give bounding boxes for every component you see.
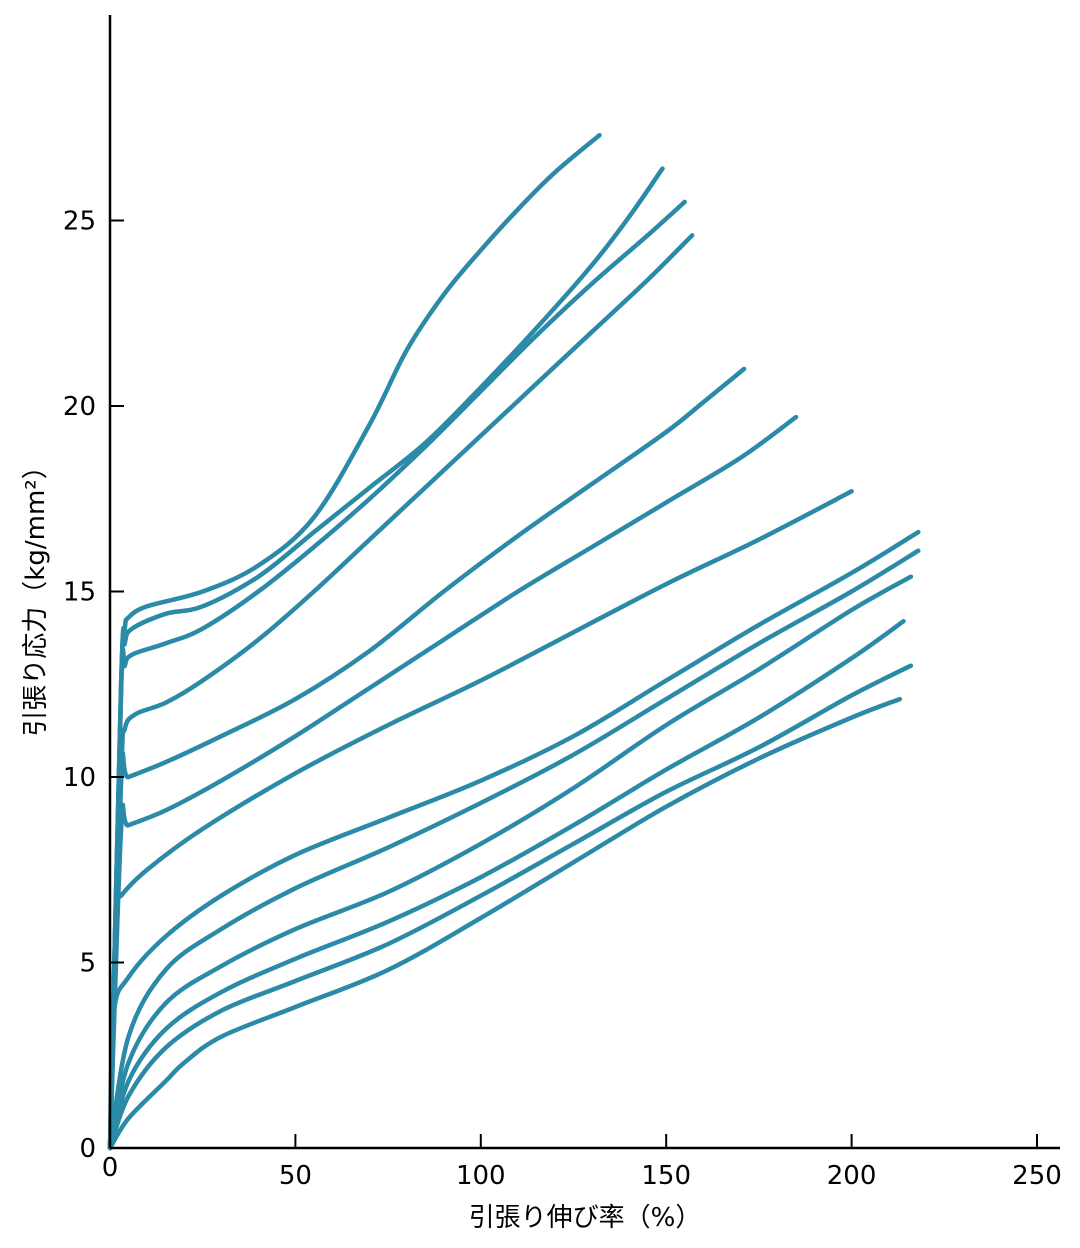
series-line-4 xyxy=(107,233,695,1151)
series-line-5 xyxy=(107,366,747,1151)
series-curves xyxy=(107,132,921,1151)
series-line-10 xyxy=(107,574,914,1151)
y-tick-label: 0 xyxy=(79,1134,96,1164)
y-tick-label: 5 xyxy=(79,949,96,979)
x-tick-label: 100 xyxy=(456,1161,506,1191)
x-tick-label: 250 xyxy=(1012,1161,1062,1191)
x-axis-ticks: 0 50 100 150 200 250 xyxy=(102,1134,1062,1191)
y-tick-label: 20 xyxy=(63,392,96,422)
y-tick-label: 25 xyxy=(63,207,96,237)
series-line-13 xyxy=(107,696,903,1151)
x-tick-label: 50 xyxy=(279,1161,312,1191)
series-line-2 xyxy=(107,166,665,1151)
x-tick-label: 150 xyxy=(641,1161,691,1191)
series-line-11 xyxy=(107,618,906,1151)
series-line-1 xyxy=(107,132,602,1151)
series-line-9 xyxy=(107,548,921,1151)
x-axis-title: 引張り伸び率（%） xyxy=(469,1203,702,1233)
series-line-6 xyxy=(107,414,799,1151)
y-tick-label: 10 xyxy=(63,763,96,793)
x-tick-label: 200 xyxy=(827,1161,877,1191)
series-line-8 xyxy=(107,529,921,1151)
x-tick-label: 0 xyxy=(102,1153,119,1183)
y-axis-ticks: 0 5 10 15 20 25 xyxy=(63,207,124,1164)
series-line-12 xyxy=(107,663,914,1151)
y-tick-label: 15 xyxy=(63,578,96,608)
series-line-3 xyxy=(107,199,687,1151)
series-line-7 xyxy=(107,489,854,1151)
y-axis-title: 引張り応力（kg/mm²） xyxy=(21,453,51,736)
